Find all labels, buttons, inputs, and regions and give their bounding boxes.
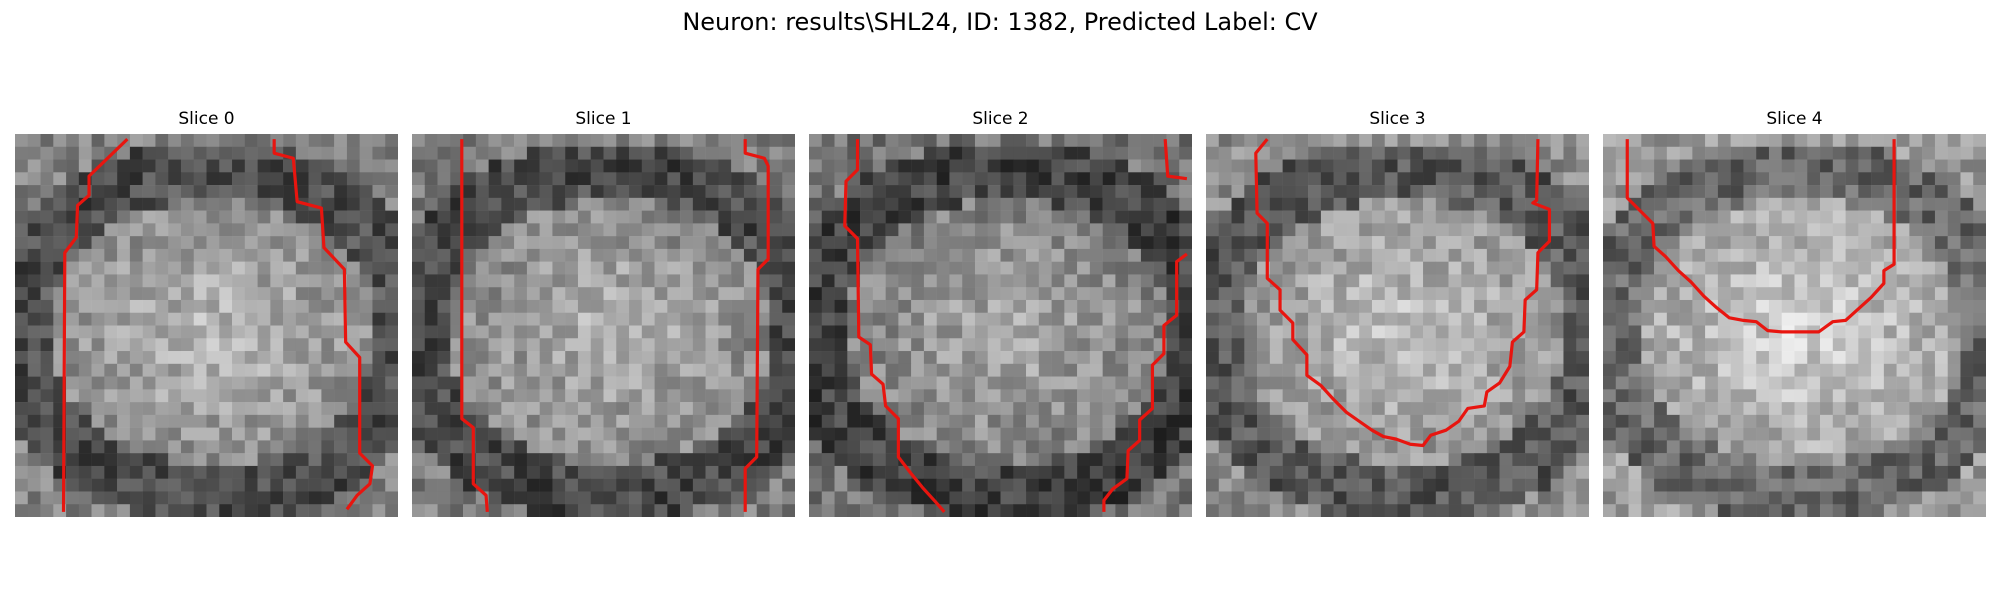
slice-4-pixels — [1603, 134, 1986, 517]
slice-2-canvas — [809, 134, 1192, 517]
slice-3-pixels — [1206, 134, 1589, 517]
slice-1-image — [412, 134, 795, 517]
slice-0-contour-1 — [272, 139, 375, 511]
slice-1-title: Slice 1 — [575, 109, 632, 129]
slice-0-pixels — [15, 134, 398, 517]
slice-1-contour-1 — [743, 139, 770, 512]
slice-3-canvas — [1206, 134, 1589, 517]
slice-2-title: Slice 2 — [972, 109, 1029, 129]
slice-0-image — [15, 134, 398, 517]
slice-1-pixels — [412, 134, 795, 517]
slice-4-image — [1603, 134, 1986, 517]
slice-2-contour-0 — [843, 139, 946, 513]
slice-2-image — [809, 134, 1192, 517]
figure-title: Neuron: results\SHL24, ID: 1382, Predict… — [682, 8, 1318, 36]
slice-2-pixels — [809, 134, 1192, 517]
slice-1-contour-0 — [460, 139, 489, 513]
slice-4-canvas — [1603, 134, 1986, 517]
slice-0-canvas — [15, 134, 398, 517]
slice-2-contour-1 — [1163, 138, 1188, 181]
slice-1-canvas — [412, 134, 795, 517]
slice-4-contour-0 — [1625, 139, 1896, 334]
slice-4-title: Slice 4 — [1766, 109, 1823, 129]
slice-3-image — [1206, 134, 1589, 517]
slice-2-contour-2 — [1102, 252, 1188, 512]
slice-0-title: Slice 0 — [178, 109, 235, 129]
slice-3-title: Slice 3 — [1369, 109, 1426, 129]
slice-3-contour-0 — [1254, 138, 1552, 448]
slice-0-contour-0 — [61, 137, 129, 512]
